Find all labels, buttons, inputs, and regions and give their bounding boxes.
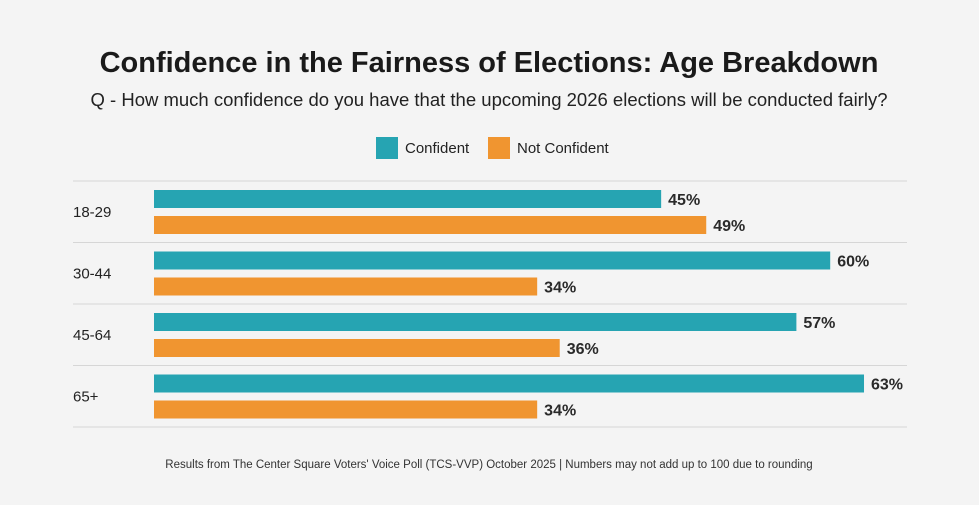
category-label: 18-29 — [73, 204, 111, 221]
category-label: 45-64 — [73, 327, 111, 344]
data-label: 60% — [837, 254, 869, 271]
category-label: 30-44 — [73, 265, 111, 282]
footnote: Results from The Center Square Voters' V… — [165, 459, 812, 471]
legend-label-not-confident: Not Confident — [517, 140, 610, 157]
bar-not-confident — [154, 400, 538, 419]
bar-confident — [154, 190, 662, 208]
chart-subtitle: Q - How much confidence do you have that… — [91, 89, 888, 110]
plot-area: 18-29 45% 49% 30-44 60% 34% 45-64 57% 36% 65+ 63% 3… — [73, 180, 907, 428]
legend-label-confident: Confident — [405, 140, 470, 157]
bar-not-confident — [154, 216, 707, 234]
data-label: 45% — [668, 192, 700, 209]
data-label: 34% — [544, 403, 576, 420]
legend: Confident Not Confident — [376, 137, 610, 159]
bar-confident — [154, 251, 831, 270]
category-label: 65+ — [73, 388, 99, 405]
data-label: 36% — [567, 341, 599, 358]
data-label: 49% — [713, 218, 745, 235]
bar-not-confident — [154, 339, 560, 357]
data-label: 34% — [544, 280, 576, 297]
legend-swatch-not-confident — [488, 137, 510, 159]
legend-swatch-confident — [376, 137, 398, 159]
bar-confident — [154, 374, 865, 393]
bar-not-confident — [154, 277, 538, 296]
data-label: 57% — [803, 315, 835, 332]
data-label: 63% — [871, 377, 903, 394]
chart-title: Confidence in the Fairness of Elections:… — [100, 47, 879, 79]
bar-confident — [154, 313, 797, 331]
